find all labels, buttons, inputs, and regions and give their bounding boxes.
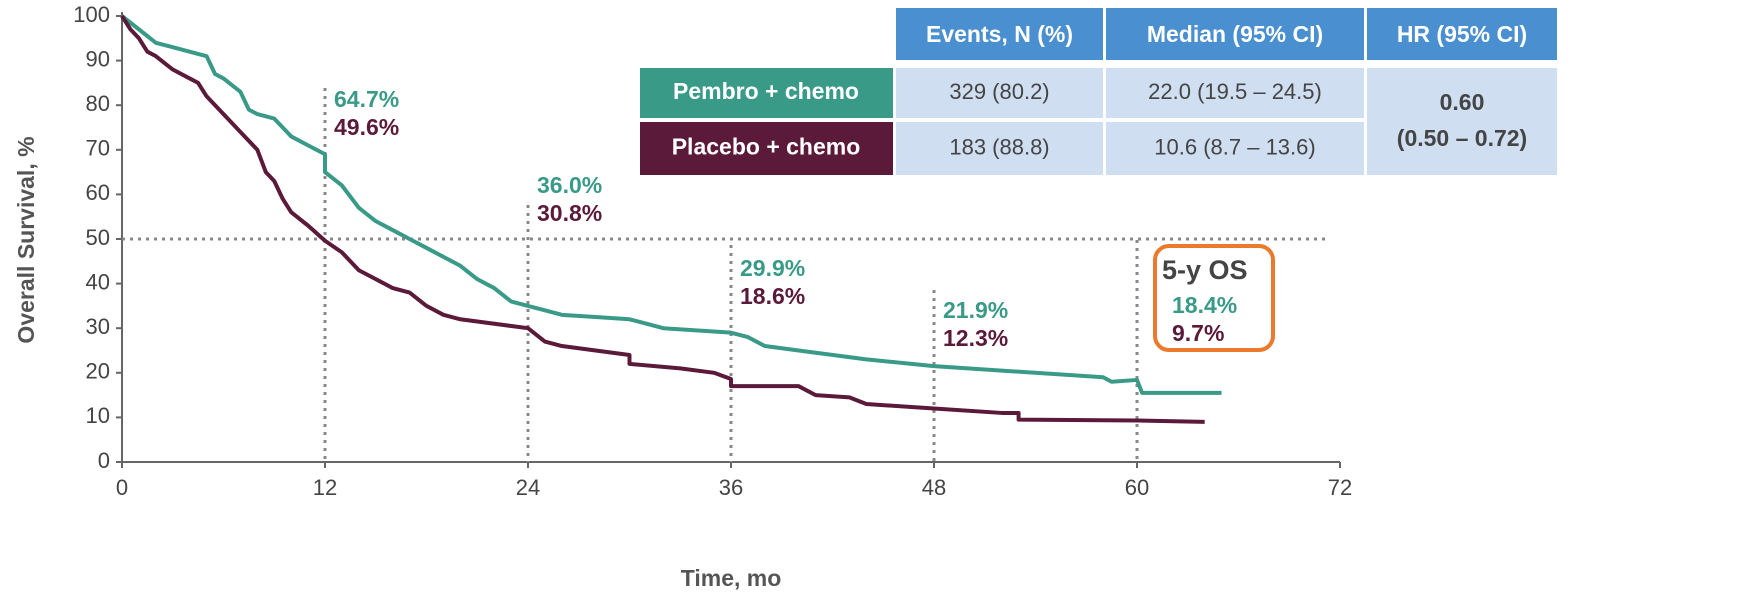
milestone-label: 30.8%	[537, 200, 602, 226]
table-cell	[896, 68, 1103, 118]
y-tick-label: 70	[86, 136, 110, 161]
milestone-label: 29.9%	[740, 255, 805, 281]
milestone-label: 18.4%	[1172, 292, 1237, 318]
table-header-cell	[1367, 8, 1557, 60]
legend-label: Placebo + chemo	[672, 134, 861, 160]
os-box	[1153, 244, 1275, 352]
x-axis-label: Time, mo	[681, 565, 782, 591]
milestone-label: 18.6%	[740, 283, 805, 309]
x-tick-label: 72	[1328, 475, 1352, 500]
milestone-label: 36.0%	[537, 172, 602, 198]
y-tick-label: 50	[86, 225, 110, 250]
os-box-title: 5-y OS	[1162, 255, 1248, 285]
x-tick-label: 60	[1125, 475, 1149, 500]
y-tick-label: 60	[86, 180, 110, 205]
table-cell-text: 22.0 (19.5 – 24.5)	[1148, 79, 1322, 104]
table-cell	[896, 122, 1103, 175]
table-cell-text: 10.6 (8.7 – 13.6)	[1154, 134, 1315, 159]
table-cell-text: 183 (88.8)	[949, 134, 1049, 159]
milestone-label: 9.7%	[1172, 320, 1224, 346]
table-header: Median (95% CI)	[1147, 21, 1323, 47]
table-header: Events, N (%)	[926, 21, 1073, 47]
y-tick-label: 90	[86, 46, 110, 71]
survival-curve	[120, 14, 1222, 395]
y-tick-label: 100	[73, 2, 110, 27]
table-header-cell	[896, 8, 1103, 60]
y-tick-label: 10	[86, 403, 110, 428]
milestone-label: 49.6%	[334, 114, 399, 140]
survival-curve	[120, 14, 1205, 424]
table-cell	[1106, 68, 1364, 118]
y-tick-label: 80	[86, 91, 110, 116]
hr-value: 0.60	[1440, 89, 1485, 115]
row-label-cell	[640, 122, 893, 175]
milestone-label: 64.7%	[334, 86, 399, 112]
y-tick-label: 30	[86, 314, 110, 339]
milestone-label: 12.3%	[943, 325, 1008, 351]
table-cell-text: 329 (80.2)	[949, 79, 1049, 104]
table-header: HR (95% CI)	[1397, 21, 1527, 47]
x-tick-label: 36	[719, 475, 743, 500]
x-tick-label: 0	[116, 475, 128, 500]
y-tick-label: 0	[98, 448, 110, 473]
table-header-cell	[1106, 8, 1364, 60]
hr-cell	[1367, 68, 1557, 175]
y-tick-label: 40	[86, 269, 110, 294]
x-tick-label: 12	[313, 475, 337, 500]
legend-label: Pembro + chemo	[673, 78, 859, 104]
milestone-label: 21.9%	[943, 297, 1008, 323]
hr-ci: (0.50 – 0.72)	[1397, 125, 1527, 151]
y-tick-label: 20	[86, 359, 110, 384]
y-axis-label: Overall Survival, %	[13, 136, 39, 343]
x-tick-label: 48	[922, 475, 946, 500]
table-cell	[1106, 122, 1364, 175]
x-tick-label: 24	[516, 475, 540, 500]
row-label-cell	[640, 68, 893, 118]
